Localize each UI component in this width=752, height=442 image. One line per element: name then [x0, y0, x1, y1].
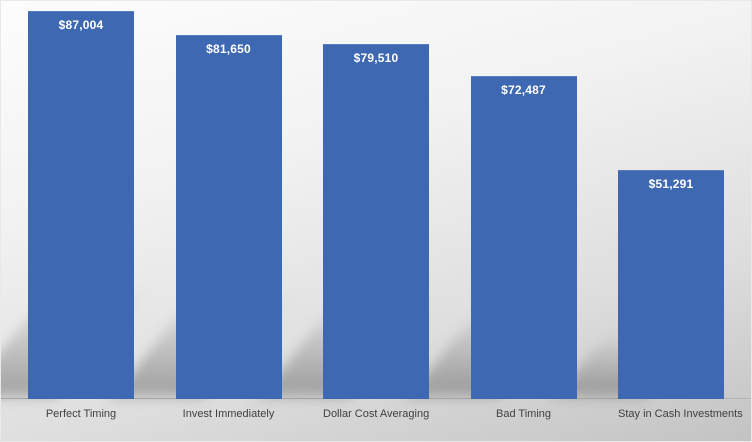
category-label: Bad Timing	[495, 408, 552, 420]
bar-group: $72,487	[408, 1, 577, 399]
bar-group: $79,510	[261, 1, 429, 399]
bar-stay-in-cash: $51,291	[618, 170, 724, 399]
bar-value-label: $87,004	[58, 18, 104, 32]
bar-value-label: $79,510	[353, 51, 399, 65]
bar-group: $87,004	[1, 1, 141, 399]
bar-dollar-cost-averaging: $79,510	[323, 44, 429, 399]
bar-value-label: $81,650	[206, 42, 251, 56]
bar-bad-timing: $72,487	[470, 76, 577, 399]
category-axis: Perfect Timing Invest Immediately Dollar…	[1, 399, 751, 441]
bar-value-label: $72,487	[501, 83, 546, 97]
bar-value-label: $51,291	[648, 177, 694, 191]
bar-perfect-timing: $87,004	[28, 11, 134, 399]
category-label: Dollar Cost Averaging	[323, 408, 430, 420]
category-label: Invest Immediately	[182, 408, 275, 420]
bar-group: $51,291	[556, 1, 724, 399]
bar-group: $81,650	[113, 1, 284, 399]
category-label: Stay in Cash Investments	[618, 408, 743, 420]
bar-invest-immediately: $81,650	[175, 35, 282, 399]
category-label: Perfect Timing	[45, 408, 117, 420]
plot-area: $87,004 $81,650 $79,510 $72,487 $51,291	[1, 1, 751, 399]
